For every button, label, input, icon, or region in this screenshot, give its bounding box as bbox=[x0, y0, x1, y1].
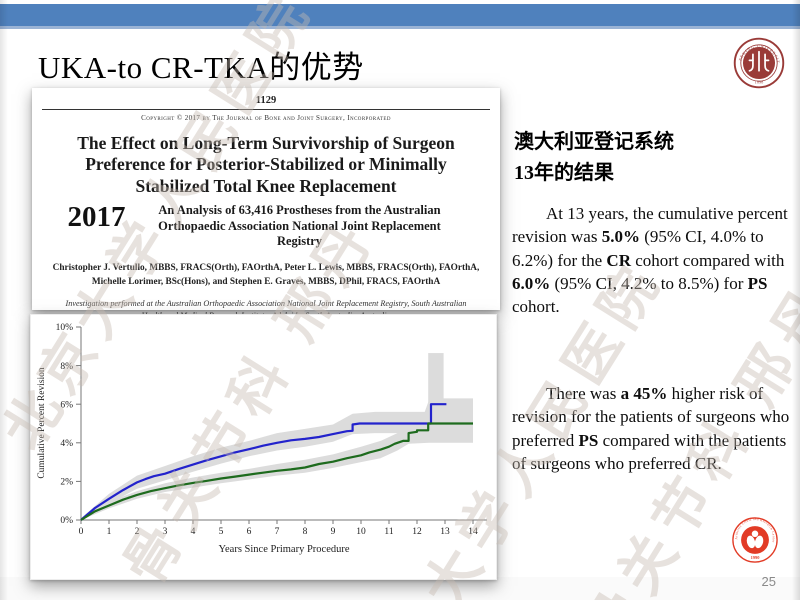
journal-page-number: 1129 bbox=[255, 95, 277, 106]
x-tick-label: 11 bbox=[384, 527, 393, 537]
x-axis-label: Years Since Primary Procedure bbox=[218, 544, 349, 555]
x-tick-label: 5 bbox=[219, 527, 224, 537]
article-subtitle: An Analysis of 63,416 Prostheses from th… bbox=[158, 203, 441, 249]
heading-line-2: 13年的结果 bbox=[514, 162, 614, 184]
y-axis-label: Cumulative Percent Revision bbox=[37, 367, 47, 479]
slide-left-shadow bbox=[0, 0, 8, 600]
x-tick-label: 3 bbox=[163, 527, 168, 537]
results-paragraph-2: There was a 45% higher risk of revision … bbox=[512, 384, 790, 473]
x-tick-label: 7 bbox=[275, 527, 280, 537]
arthritis-clinic-logo: Arthritis Clinic and Research Center 199… bbox=[732, 517, 778, 563]
slide-bottom-strip bbox=[0, 577, 800, 600]
cumulative-revision-chart: 0%2%4%6%8%10%0 1 2 3 4 5 6 7 8 9 10 11 12 13 14Cumulat… bbox=[37, 323, 487, 555]
slide-title: UKA-to CR-TKA的优势 bbox=[38, 50, 364, 85]
x-tick-label: 14 bbox=[468, 527, 478, 537]
journal-copyright: Copyright © 2017 by The Journal of Bone … bbox=[141, 114, 391, 122]
page-number: 25 bbox=[761, 574, 776, 589]
y-tick-label: 10% bbox=[56, 323, 74, 333]
y-tick-label: 4% bbox=[60, 439, 73, 449]
right-panel-heading: 澳大利亚登记系统 13年的结果 bbox=[514, 127, 790, 189]
arthritis-year: 1990 bbox=[751, 555, 761, 560]
y-tick-label: 8% bbox=[60, 362, 73, 372]
x-tick-label: 9 bbox=[331, 527, 336, 537]
x-tick-label: 8 bbox=[303, 527, 308, 537]
results-paragraph-1: At 13 years, the cumulative percent revi… bbox=[512, 204, 788, 317]
header-accent-bar bbox=[0, 4, 800, 29]
y-tick-label: 2% bbox=[60, 478, 73, 488]
authors-line-2: Michelle Lorimer, BSc(Hons), and Stephen… bbox=[91, 276, 441, 287]
peking-university-logo: PEKING UNIVERSITY 1898 bbox=[733, 37, 785, 89]
x-tick-label: 4 bbox=[191, 527, 196, 537]
y-tick-label: 0% bbox=[60, 516, 73, 526]
x-tick-label: 0 bbox=[79, 527, 84, 537]
x-tick-label: 12 bbox=[412, 527, 422, 537]
x-tick-label: 13 bbox=[440, 527, 450, 537]
heading-line-1: 澳大利亚登记系统 bbox=[514, 131, 674, 153]
x-tick-label: 2 bbox=[135, 527, 140, 537]
x-tick-label: 6 bbox=[247, 527, 252, 537]
series-line bbox=[80, 403, 447, 521]
slide-right-shadow bbox=[792, 0, 800, 600]
journal-rule bbox=[42, 109, 490, 110]
arthritis-logo-center bbox=[741, 526, 769, 554]
pku-year: 1898 bbox=[755, 79, 764, 84]
series-line bbox=[80, 422, 473, 521]
pku-seal-glyph bbox=[748, 50, 770, 72]
arthritis-logo-glyph bbox=[746, 530, 764, 549]
y-tick-label: 6% bbox=[60, 400, 73, 410]
authors-line-1: Christopher J. Vertullo, MBBS, FRACS(Ort… bbox=[52, 262, 480, 273]
x-tick-label: 10 bbox=[356, 527, 366, 537]
x-tick-label: 1 bbox=[107, 527, 112, 537]
revision-chart-card: 0% 2% 4% 6% 8% 10% 0 1 2 3 4 5 6 7 8 9 10 11 12 13 14 Cumulat… bbox=[30, 314, 497, 580]
ci-band bbox=[81, 398, 473, 520]
journal-article-clipping: 1129 Copyright © 2017 by The Journal of … bbox=[32, 88, 500, 320]
ci-band bbox=[81, 411, 429, 520]
article-authors: Christopher J. Vertullo, MBBS, FRACS(Ort… bbox=[32, 262, 500, 290]
article-year: 2017 bbox=[67, 201, 126, 234]
article-year-row: 2017 An Analysis of 63,416 Prostheses fr… bbox=[32, 203, 500, 250]
article-title: The Effect on Long-Term Survivorship of … bbox=[77, 133, 455, 196]
